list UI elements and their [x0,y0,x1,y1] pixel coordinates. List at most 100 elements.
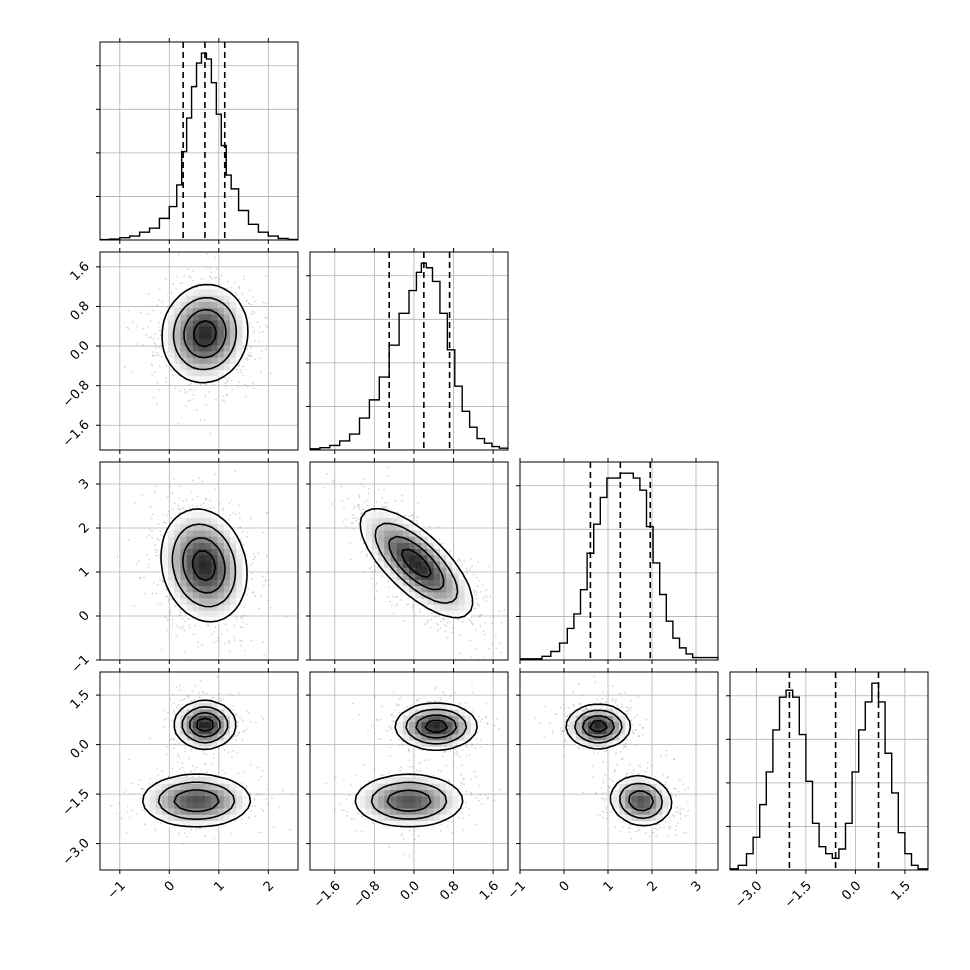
density-3-0-density-cell [186,715,194,722]
density-2-0-density-cell [236,585,243,593]
density-1-0-density-cell [174,307,181,315]
density-1-0-density-cell [192,289,200,296]
density-2-1-density-cell [439,591,447,599]
density-1-0-point [146,325,149,328]
density-3-0-density-cell [199,814,206,821]
density-2-1-point [360,482,362,485]
density-2-1-point [342,520,345,523]
density-1-0-point [264,302,267,305]
density-2-0-density-cell [223,598,231,605]
density-1-0-density-cell [174,338,181,346]
density-2-1-density-cell [371,542,379,550]
density-2-1-point [466,572,469,575]
density-2-1-density-cell [427,561,435,568]
density-2-0-point [262,641,264,644]
density-3-0-point [245,785,248,787]
density-3-0-point [243,730,245,732]
density-3-1-point [398,703,401,706]
density-2-1-point [349,541,352,544]
density-2-0-point [148,533,151,536]
density-2-1-point [468,568,471,571]
density-3-1-point [341,808,343,811]
density-2-1-point [428,525,431,528]
density-3-1-point [496,717,499,720]
density-3-0-point [173,738,175,741]
density-3-1-point [430,701,433,703]
density-1-0-point [238,285,241,288]
density-3-0-point [202,692,205,695]
density-2-0-density-cell [192,598,200,605]
density-2-1-point [387,580,390,583]
density-3-0-density-cell [168,814,175,821]
density-1-0-density-cell [211,289,218,296]
density-3-0-point [245,786,248,789]
density-2-1-density-cell [402,585,410,593]
density-3-1-point [356,812,359,815]
density-2-1-point [363,571,366,574]
density-3-0-density-cell [161,783,169,790]
density-1-0-point [158,325,161,328]
density-2-1-density-cell [439,567,447,574]
density-3-0-density-cell [205,795,212,803]
density-2-0-point [264,579,267,581]
density-3-0-density-cell [223,789,231,797]
density-1-0-density-cell [223,357,231,364]
density-2-0-point [217,637,220,639]
density-3-0-density-cell [211,820,218,828]
density-2-1-point [446,621,449,624]
density-2-0-point [269,584,271,587]
density-2-1-density-cell [433,579,441,587]
density-2-1-density-cell [384,542,391,550]
density-2-1-point [479,614,481,617]
density-1-0-point [161,300,164,303]
density-2-0-point [214,626,217,628]
density-2-0-point [239,639,242,642]
density-2-1-point [412,516,415,519]
density-2-0-point [258,607,260,610]
density-3-0-point [190,748,193,751]
density-2-0-density-cell [211,530,218,537]
density-2-1-density-cell [427,591,435,599]
density-3-0-density-cell [217,808,225,815]
density-2-1-point [434,615,436,618]
density-2-0-point [206,623,209,626]
density-2-0-point [155,592,158,595]
density-2-0-point [249,517,252,520]
density-3-0-point [231,737,234,740]
density-3-0-density-cell [211,801,218,809]
density-1-0-point [265,317,268,320]
density-2-1-point [494,634,497,637]
density-2-1-point [386,501,389,504]
density-2-0-point [192,633,195,636]
density-1-0-density-cell [229,351,237,358]
density-3-0-point [271,797,273,799]
density-2-0-point [159,530,162,533]
density-2-0-density-cell [161,573,169,580]
density-3-1-point [473,707,475,710]
density-1-0-density-cell [192,351,200,358]
density-3-0-density-cell [180,733,188,741]
density-1-0-density-cell [236,344,243,352]
density-3-0-point [194,684,197,687]
density-3-0-point [167,712,169,714]
density-1-0-point [205,404,208,406]
density-1-0-point [249,352,251,354]
density-2-1-point [482,597,485,600]
density-2-0-density-cell [205,598,212,605]
density-2-0-point [257,552,260,554]
density-2-1-point [375,581,378,584]
density-1-0-point [164,377,167,380]
density-1-0-density-cell [168,320,175,327]
density-1-0-density-cell [229,332,237,340]
density-2-1-density-cell [371,511,379,519]
density-2-1-point [487,565,490,568]
density-2-1-point [458,559,461,562]
density-3-0-density-cell [223,783,231,790]
density-3-0-point [216,675,219,678]
density-3-0-point [237,772,240,775]
density-2-0-density-cell [211,542,218,550]
density-3-1-point [485,715,488,718]
density-1-0-point [124,366,126,369]
density-3-0-point [204,835,207,837]
